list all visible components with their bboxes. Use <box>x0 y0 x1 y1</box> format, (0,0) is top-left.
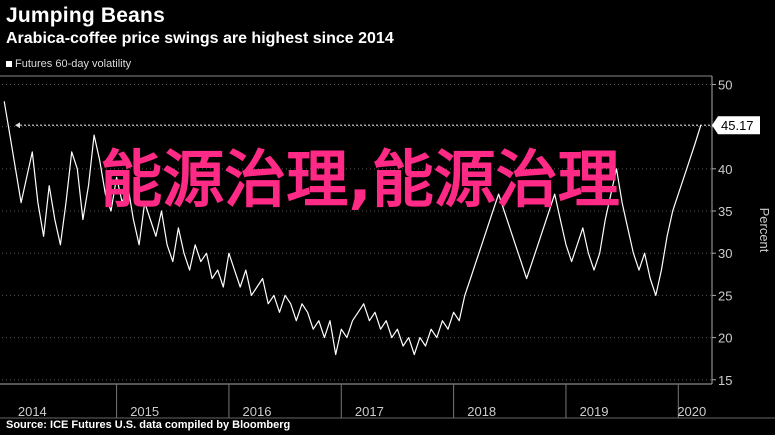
overlay-watermark-text: 能源治理,能源治理 <box>100 143 620 216</box>
y-axis-label: Percent <box>757 208 772 253</box>
chart-subtitle: Arabica-coffee price swings are highest … <box>6 30 394 47</box>
y-tick-label-40: 40 <box>718 162 732 177</box>
y-tick-label-35: 35 <box>718 204 732 219</box>
legend-label: Futures 60-day volatility <box>15 58 132 70</box>
y-tick-label-50: 50 <box>718 77 732 92</box>
legend: Futures 60-day volatility <box>6 58 131 70</box>
x-tick-label-2020: 2020 <box>677 404 706 419</box>
source-note: Source: ICE Futures U.S. data compiled b… <box>6 419 291 431</box>
x-tick-label-2019: 2019 <box>580 404 609 419</box>
series-line-0 <box>3 101 702 356</box>
x-tick-label-2018: 2018 <box>467 404 496 419</box>
reference-value-box <box>712 116 760 135</box>
y-tick-label-30: 30 <box>718 246 732 261</box>
x-tick-label-2016: 2016 <box>243 404 272 419</box>
x-tick-label-2014: 2014 <box>18 404 47 419</box>
x-tick-label-2015: 2015 <box>130 404 159 419</box>
x-tick-label-2017: 2017 <box>355 404 384 419</box>
chart-title: Jumping Beans <box>6 4 165 27</box>
y-tick-label-15: 15 <box>718 373 732 388</box>
y-tick-label-20: 20 <box>718 331 732 346</box>
reference-value-label: 45.17 <box>721 118 754 133</box>
y-tick-label-25: 25 <box>718 288 732 303</box>
reference-arrow <box>15 122 20 129</box>
legend-swatch <box>6 61 12 67</box>
